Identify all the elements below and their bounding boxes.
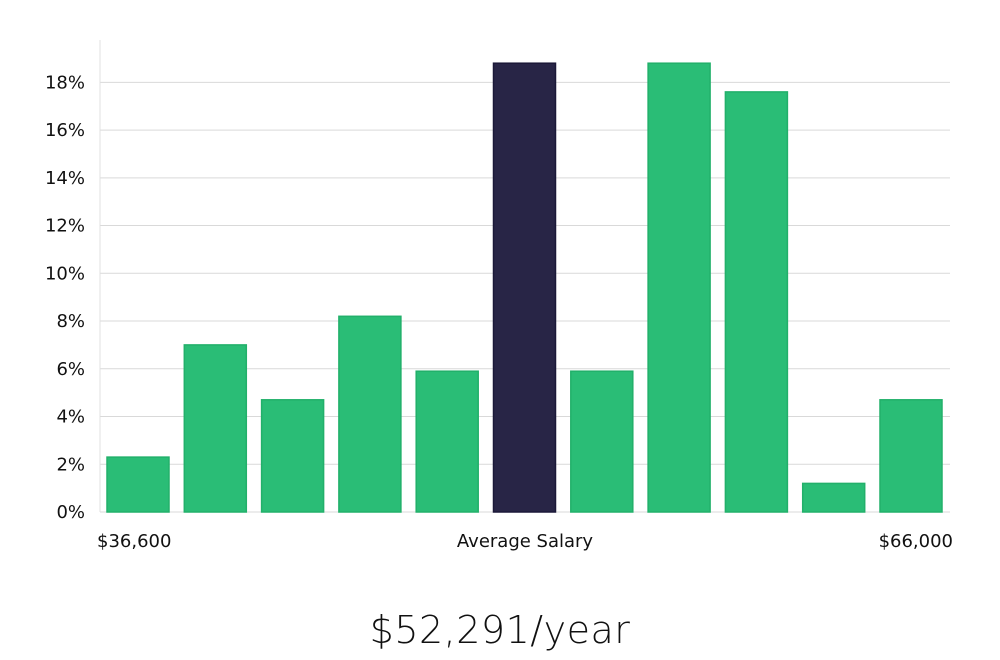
bar [260,399,325,513]
salary-histogram: 0% 2% 4% 6% 8% 10% 12% 14% 16% 18% $36,600 Averag… [45,40,953,552]
bar-average-salary [492,62,557,513]
y-axis-ticks: 0% 2% 4% 6% 8% 10% 12% 14% 16% 18% [45,72,85,523]
y-tick-label: 8% [56,311,85,332]
y-tick-label: 12% [45,216,85,237]
bar [415,370,479,513]
x-label-center: Average Salary [457,531,594,552]
bar [570,370,634,513]
bars [106,62,943,513]
y-tick-label: 16% [45,120,85,141]
bar [183,344,248,513]
y-tick-label: 18% [45,72,85,93]
y-tick-label: 0% [56,502,85,523]
bar [801,482,866,513]
average-salary-headline: $52,291/year [369,608,631,652]
bar [724,91,789,513]
bar [647,62,711,513]
x-label-left: $36,600 [97,531,171,552]
y-tick-label: 14% [45,168,85,189]
y-tick-label: 10% [45,263,85,284]
y-tick-label: 6% [56,359,85,380]
bar [338,315,402,513]
y-tick-label: 2% [56,454,85,475]
y-tick-label: 4% [56,407,85,428]
bar [879,399,943,513]
x-label-right: $66,000 [879,531,953,552]
bar [106,456,170,513]
